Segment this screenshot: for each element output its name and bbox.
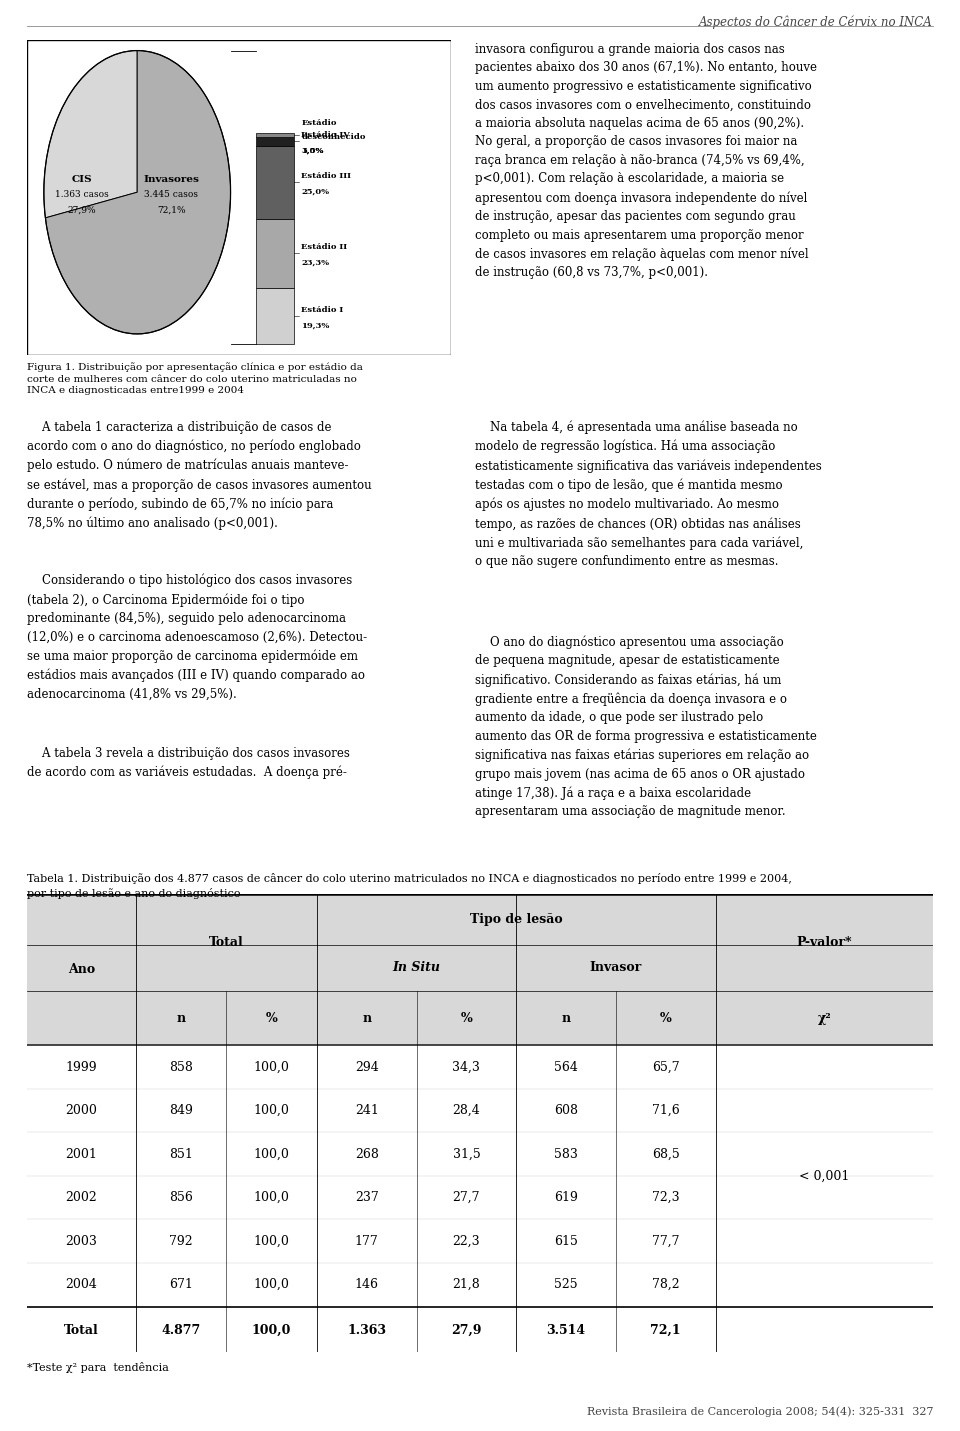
- Text: 22,3: 22,3: [452, 1235, 480, 1248]
- Text: Tipo de lesão: Tipo de lesão: [470, 913, 563, 926]
- Text: Figura 1. Distribuição por apresentação clínica e por estádio da
corte de mulher: Figura 1. Distribuição por apresentação …: [27, 362, 363, 395]
- Text: 1.363 casos: 1.363 casos: [55, 190, 108, 199]
- Text: Revista Brasileira de Cancerologia 2008; 54(4): 325-331  327: Revista Brasileira de Cancerologia 2008;…: [587, 1407, 933, 1417]
- Text: 100,0: 100,0: [253, 1148, 290, 1161]
- Text: Invasor: Invasor: [589, 962, 642, 975]
- Bar: [256, 133, 294, 137]
- Text: 2000: 2000: [65, 1105, 97, 1118]
- Text: 525: 525: [554, 1278, 578, 1291]
- Text: 72,1%: 72,1%: [156, 206, 185, 215]
- Polygon shape: [44, 50, 137, 218]
- Text: 851: 851: [169, 1148, 193, 1161]
- Text: 31,5: 31,5: [452, 1148, 480, 1161]
- Text: 268: 268: [355, 1148, 378, 1161]
- Text: Aspectos do Câncer de Cérvix no INCA: Aspectos do Câncer de Cérvix no INCA: [700, 16, 933, 29]
- Text: Ano: Ano: [68, 963, 95, 976]
- Text: Total: Total: [209, 936, 244, 949]
- Text: 68,5: 68,5: [652, 1148, 680, 1161]
- Text: 21,8: 21,8: [452, 1278, 480, 1291]
- Text: 28,4: 28,4: [452, 1105, 480, 1118]
- Text: 1.363: 1.363: [348, 1324, 386, 1337]
- Text: n: n: [177, 1012, 185, 1025]
- Text: 2003: 2003: [65, 1235, 97, 1248]
- Polygon shape: [45, 50, 230, 333]
- Text: 3,0%: 3,0%: [301, 147, 324, 155]
- Text: 856: 856: [169, 1191, 193, 1205]
- Text: 858: 858: [169, 1060, 193, 1073]
- Text: 34,3: 34,3: [452, 1060, 480, 1073]
- Text: 2002: 2002: [65, 1191, 97, 1205]
- Text: Estádio: Estádio: [301, 119, 337, 127]
- Text: 608: 608: [554, 1105, 578, 1118]
- Text: A tabela 1 caracteriza a distribuição de casos de
acordo com o ano do diagnóstic: A tabela 1 caracteriza a distribuição de…: [27, 421, 372, 529]
- Text: 72,3: 72,3: [652, 1191, 680, 1205]
- Text: 71,6: 71,6: [652, 1105, 680, 1118]
- Bar: [256, 288, 294, 345]
- Text: 619: 619: [554, 1191, 578, 1205]
- Text: %: %: [660, 1012, 672, 1025]
- Text: 100,0: 100,0: [253, 1191, 290, 1205]
- Text: O ano do diagnóstico apresentou uma associação
de pequena magnitude, apesar de e: O ano do diagnóstico apresentou uma asso…: [475, 635, 817, 819]
- Text: n: n: [362, 1012, 372, 1025]
- Text: 4.877: 4.877: [161, 1324, 201, 1337]
- Text: Estádio III: Estádio III: [301, 172, 351, 180]
- Text: < 0,001: < 0,001: [799, 1169, 850, 1182]
- Text: 100,0: 100,0: [252, 1324, 291, 1337]
- Text: desconhecido: desconhecido: [301, 133, 366, 140]
- Text: n: n: [562, 1012, 570, 1025]
- Bar: [256, 219, 294, 288]
- Text: %: %: [266, 1012, 277, 1025]
- Bar: [256, 137, 294, 146]
- Text: 241: 241: [355, 1105, 378, 1118]
- Text: 1999: 1999: [65, 1060, 97, 1073]
- Text: 294: 294: [355, 1060, 378, 1073]
- Text: 100,0: 100,0: [253, 1278, 290, 1291]
- Text: *Teste χ² para  tendência: *Teste χ² para tendência: [27, 1362, 169, 1374]
- Text: 65,7: 65,7: [652, 1060, 680, 1073]
- Text: 849: 849: [169, 1105, 193, 1118]
- Text: 100,0: 100,0: [253, 1060, 290, 1073]
- Text: Total: Total: [64, 1324, 99, 1337]
- Text: 27,9: 27,9: [451, 1324, 482, 1337]
- Text: 27,9%: 27,9%: [68, 206, 96, 215]
- Bar: [256, 146, 294, 219]
- Text: 177: 177: [355, 1235, 378, 1248]
- Text: Considerando o tipo histológico dos casos invasores
(tabela 2), o Carcinoma Epid: Considerando o tipo histológico dos caso…: [27, 574, 367, 701]
- Bar: [27, 894, 933, 1046]
- Text: Invasores: Invasores: [143, 175, 199, 183]
- Text: 564: 564: [554, 1060, 578, 1073]
- Text: 27,7: 27,7: [453, 1191, 480, 1205]
- Text: 146: 146: [355, 1278, 378, 1291]
- Text: 100,0: 100,0: [253, 1105, 290, 1118]
- Text: CIS: CIS: [72, 175, 92, 183]
- Text: 25,0%: 25,0%: [301, 187, 329, 196]
- Text: P-valor*: P-valor*: [797, 936, 852, 949]
- Text: 19,3%: 19,3%: [301, 322, 330, 329]
- Text: 3.445 casos: 3.445 casos: [144, 190, 198, 199]
- Text: 23,3%: 23,3%: [301, 259, 329, 268]
- Text: A tabela 3 revela a distribuição dos casos invasores
de acordo com as variáveis : A tabela 3 revela a distribuição dos cas…: [27, 747, 349, 780]
- Text: 3.514: 3.514: [546, 1324, 586, 1337]
- Text: In Situ: In Situ: [393, 962, 441, 975]
- Text: 77,7: 77,7: [652, 1235, 680, 1248]
- Text: 671: 671: [169, 1278, 193, 1291]
- Text: Tabela 1. Distribuição dos 4.877 casos de câncer do colo uterino matriculados no: Tabela 1. Distribuição dos 4.877 casos d…: [27, 873, 792, 899]
- Text: Estádio IV: Estádio IV: [301, 132, 350, 139]
- Text: 615: 615: [554, 1235, 578, 1248]
- Text: 2001: 2001: [65, 1148, 97, 1161]
- Text: 100,0: 100,0: [253, 1235, 290, 1248]
- Text: %: %: [461, 1012, 472, 1025]
- Text: 583: 583: [554, 1148, 578, 1161]
- Text: 72,1: 72,1: [651, 1324, 681, 1337]
- Text: 792: 792: [169, 1235, 193, 1248]
- Text: 1,5%: 1,5%: [301, 146, 324, 155]
- Text: Estádio II: Estádio II: [301, 243, 348, 252]
- Text: 78,2: 78,2: [652, 1278, 680, 1291]
- Text: χ²: χ²: [818, 1012, 831, 1025]
- Text: 237: 237: [355, 1191, 378, 1205]
- Text: Estádio I: Estádio I: [301, 306, 344, 313]
- Text: invasora configurou a grande maioria dos casos nas
pacientes abaixo dos 30 anos : invasora configurou a grande maioria dos…: [475, 43, 817, 279]
- Text: Na tabela 4, é apresentada uma análise baseada no
modelo de regressão logística.: Na tabela 4, é apresentada uma análise b…: [475, 421, 822, 568]
- Text: 2004: 2004: [65, 1278, 97, 1291]
